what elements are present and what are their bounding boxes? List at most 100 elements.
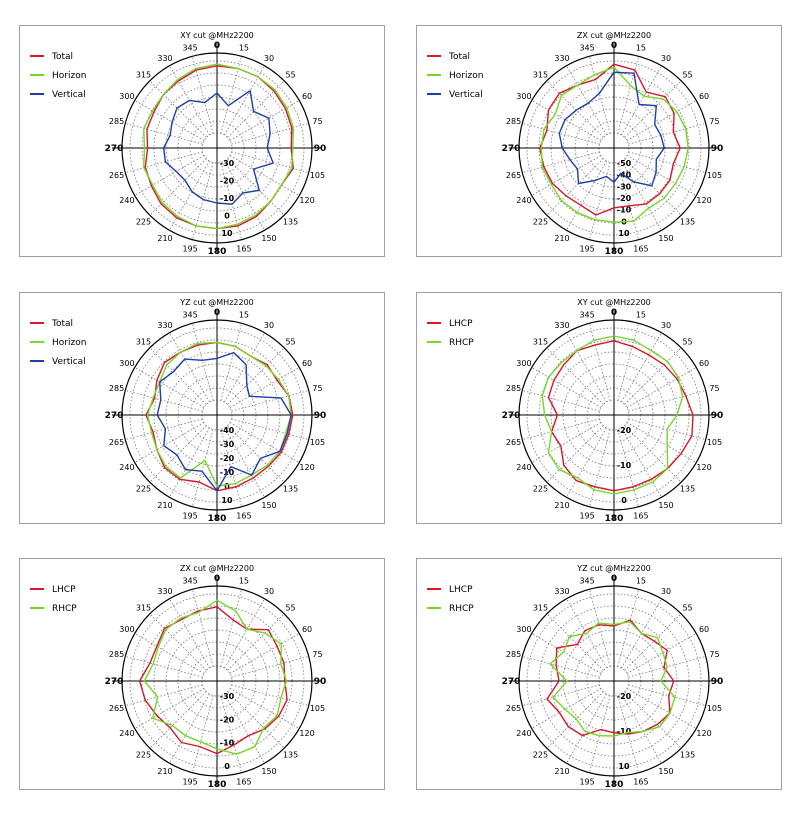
- grid-spoke: [621, 160, 662, 231]
- angle-tick-label: 120: [299, 463, 314, 472]
- angle-tick-label: 165: [236, 244, 251, 253]
- grid-spoke: [522, 123, 600, 145]
- chart-panel-xy-total: XY cut @MHz2200 0 15 30 55 60 75 90 105 120 135 150…: [19, 25, 385, 257]
- angle-tick-label: 315: [533, 337, 548, 346]
- grid-spoke: [134, 633, 205, 674]
- angle-tick-label: 15: [239, 311, 249, 320]
- angle-tick-label: 120: [696, 196, 711, 205]
- series-line-horizon: [540, 66, 689, 223]
- angle-tick-label: 0: [611, 41, 617, 51]
- grid-spoke: [546, 613, 604, 671]
- angle-tick-label: 105: [707, 171, 722, 180]
- grid-spoke: [192, 589, 214, 667]
- angle-tick-label: 270: [105, 677, 124, 687]
- angle-tick-label: 165: [236, 511, 251, 520]
- grid-spoke: [229, 633, 300, 674]
- grid-spoke: [617, 589, 639, 667]
- angle-tick-label: 195: [182, 244, 197, 253]
- angle-tick-label: 60: [302, 359, 312, 368]
- angle-tick-label: 30: [264, 54, 274, 63]
- grid-spoke: [531, 422, 602, 463]
- angle-tick-label: 135: [680, 485, 695, 494]
- angle-tick-label: 285: [109, 650, 124, 659]
- angle-tick-label: 15: [636, 44, 646, 53]
- angle-tick-label: 285: [506, 384, 521, 393]
- outer-ring: [121, 52, 313, 244]
- angle-tick-label: 75: [709, 117, 719, 126]
- grid-spoke: [626, 155, 697, 196]
- angle-tick-label: 240: [516, 729, 531, 738]
- outer-ring: [518, 319, 710, 511]
- angle-tick-label: 265: [506, 438, 521, 447]
- angle-tick-label: 75: [709, 650, 719, 659]
- grid-spoke: [546, 691, 604, 749]
- angle-tick-label: 0: [611, 308, 617, 318]
- series-line-lhcp: [138, 606, 288, 755]
- radial-tick-label: 0: [621, 496, 627, 505]
- angle-tick-label: 150: [658, 501, 673, 510]
- legend-label: Vertical: [449, 90, 483, 100]
- grid-spoke: [220, 429, 242, 507]
- outer-ring: [518, 52, 710, 244]
- angle-tick-label: 60: [699, 359, 709, 368]
- radial-tick-label: -30: [220, 159, 235, 168]
- chart-panel-xy-circular: XY cut @MHz2200 0 15 30 55 60 75 90 105 120 135 150…: [416, 292, 782, 524]
- legend-label: RHCP: [449, 338, 474, 348]
- grid-spoke: [224, 693, 265, 764]
- grid-spoke: [531, 688, 602, 729]
- angle-tick-label: 265: [109, 704, 124, 713]
- angle-tick-label: 165: [633, 244, 648, 253]
- series-line-rhcp: [143, 599, 288, 755]
- grid-spoke: [546, 425, 604, 483]
- grid-spoke: [227, 80, 285, 138]
- angle-tick-label: 90: [711, 411, 724, 421]
- legend-label: Horizon: [52, 71, 86, 81]
- grid-spoke: [624, 158, 682, 216]
- grid-spoke: [531, 367, 602, 408]
- legend-label: Horizon: [52, 338, 86, 348]
- series-line-lhcp: [546, 619, 675, 737]
- grid-spoke: [522, 390, 600, 412]
- grid-spoke: [125, 123, 203, 145]
- angle-tick-label: 315: [533, 70, 548, 79]
- angle-tick-label: 300: [516, 359, 531, 368]
- grid-spoke: [134, 367, 205, 408]
- angle-tick-label: 345: [579, 577, 594, 586]
- grid-spoke: [589, 56, 611, 134]
- legend-label: LHCP: [449, 585, 473, 595]
- legend-label: RHCP: [449, 604, 474, 614]
- angle-tick-label: 60: [699, 625, 709, 634]
- grid-spoke: [589, 695, 611, 773]
- chart-panel-zx-total: ZX cut @MHz2200 0 15 30 55 60 75 90 105 120 135 150…: [416, 25, 782, 257]
- radial-tick-label: -20: [220, 715, 235, 724]
- grid-spoke: [227, 347, 285, 405]
- angle-tick-label: 120: [299, 729, 314, 738]
- chart-title: ZX cut @MHz2200: [577, 31, 651, 40]
- angle-tick-label: 210: [157, 501, 172, 510]
- angle-tick-label: 55: [682, 603, 692, 612]
- chart-title: YZ cut @MHz2200: [179, 298, 254, 307]
- grid-spoke: [531, 633, 602, 674]
- grid-spoke: [531, 155, 602, 196]
- grid-spoke: [566, 427, 607, 498]
- grid-spoke: [589, 429, 611, 507]
- angle-tick-label: 195: [182, 511, 197, 520]
- angle-tick-label: 75: [312, 384, 322, 393]
- angle-tick-label: 270: [502, 144, 521, 154]
- angle-tick-label: 0: [214, 308, 220, 318]
- radial-tick-label: -30: [220, 440, 235, 449]
- grid-spoke: [149, 347, 207, 405]
- angle-tick-label: 240: [119, 463, 134, 472]
- grid-spoke: [624, 691, 682, 749]
- angle-tick-label: 180: [208, 780, 227, 790]
- angle-tick-label: 90: [314, 677, 327, 687]
- grid-spoke: [220, 695, 242, 773]
- angle-tick-label: 315: [136, 70, 151, 79]
- angle-tick-label: 75: [312, 650, 322, 659]
- outer-ring: [121, 585, 313, 777]
- grid-spoke: [149, 80, 207, 138]
- grid-spoke: [621, 65, 662, 136]
- angle-tick-label: 15: [636, 577, 646, 586]
- series-line-rhcp: [541, 335, 684, 495]
